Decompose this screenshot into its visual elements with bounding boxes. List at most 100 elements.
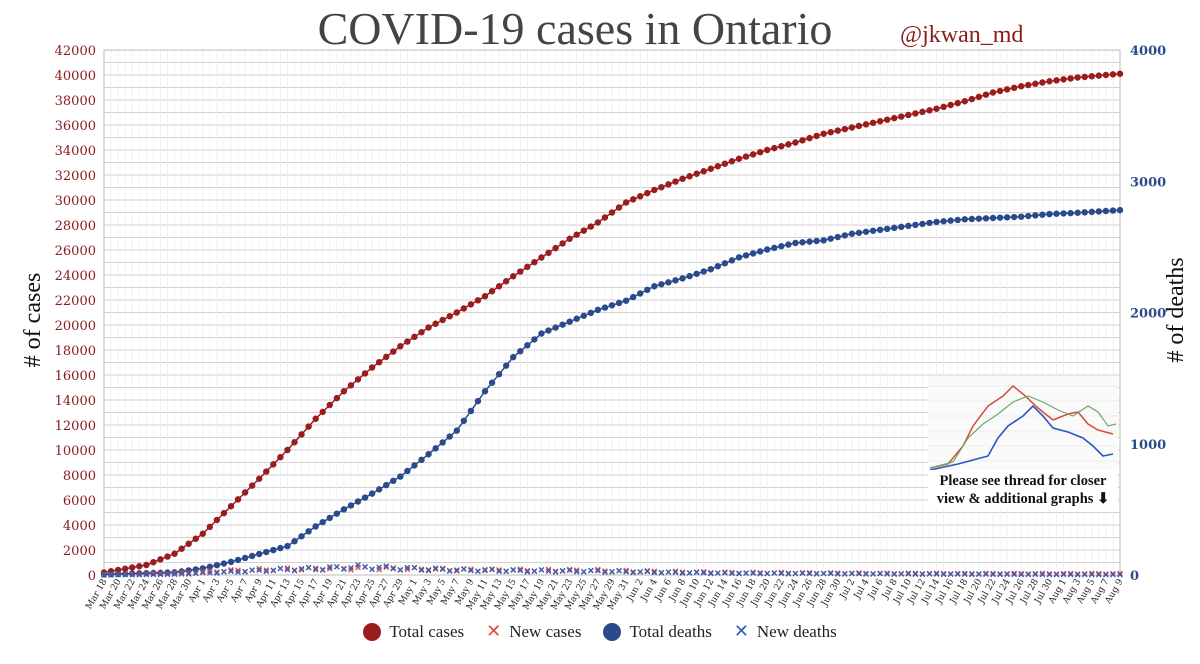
data-point-x <box>284 565 291 571</box>
data-point-x <box>206 570 213 576</box>
data-point <box>1088 208 1095 216</box>
data-point <box>1067 75 1074 82</box>
data-point-x <box>510 566 517 573</box>
data-point-x <box>383 564 390 571</box>
data-point-x <box>595 567 601 574</box>
data-point <box>827 235 834 242</box>
data-point <box>608 302 616 309</box>
y-left-tick-label: 32000 <box>55 169 96 184</box>
data-point <box>383 481 390 489</box>
data-point <box>947 101 954 109</box>
data-point <box>658 281 665 288</box>
data-point-x <box>545 566 552 573</box>
data-point <box>651 186 658 194</box>
data-point <box>792 239 799 247</box>
data-point-x <box>178 569 185 576</box>
data-point-x <box>990 571 996 578</box>
data-point <box>1003 214 1011 221</box>
data-point <box>510 273 517 280</box>
legend-item-total-cases: Total cases <box>363 622 464 642</box>
data-point <box>848 230 856 237</box>
data-point-x <box>559 567 566 574</box>
data-point-x <box>453 567 460 573</box>
data-point <box>538 254 545 261</box>
data-point-x <box>700 568 707 575</box>
data-point <box>234 556 242 564</box>
data-point <box>905 222 912 230</box>
data-point-x <box>1060 571 1067 578</box>
data-point <box>891 114 898 122</box>
data-point-x <box>722 569 728 576</box>
data-point-x <box>834 571 841 577</box>
data-point-x <box>1039 571 1046 578</box>
data-point <box>559 321 566 328</box>
data-point <box>905 111 912 119</box>
data-point <box>573 231 580 238</box>
data-point-x <box>242 568 248 575</box>
data-point <box>439 439 446 446</box>
data-point <box>425 451 432 458</box>
y-left-tick-label: 8000 <box>63 469 96 484</box>
data-point <box>552 244 559 252</box>
y-right-tick-label: 4000 <box>1130 44 1166 59</box>
data-point-x <box>764 570 771 577</box>
data-point <box>919 108 926 116</box>
data-point <box>982 215 990 222</box>
data-point-x <box>333 563 340 570</box>
data-point <box>764 246 771 253</box>
data-point <box>1060 210 1067 217</box>
y-axis-label-right: # of deaths <box>1163 257 1189 362</box>
data-point-x <box>968 571 975 578</box>
data-point-x <box>651 568 658 575</box>
data-point <box>594 306 602 314</box>
data-point <box>284 542 291 550</box>
data-point-x <box>983 571 989 578</box>
data-point-x <box>348 564 354 571</box>
data-point <box>474 397 482 405</box>
y-right-tick-label: 0 <box>1130 569 1139 584</box>
data-point <box>319 408 326 416</box>
data-point-x <box>587 567 594 574</box>
plot-frame <box>103 49 1121 576</box>
data-point <box>439 316 446 324</box>
data-point <box>143 561 150 569</box>
data-point-x <box>1011 571 1018 578</box>
data-point <box>368 364 376 371</box>
data-point-x <box>983 570 989 577</box>
data-point <box>855 229 863 236</box>
data-point-x <box>418 567 425 574</box>
data-point <box>749 151 757 158</box>
data-point <box>566 318 573 325</box>
data-point-x <box>827 570 834 577</box>
data-point <box>227 558 235 566</box>
data-point <box>947 217 954 224</box>
data-point-x <box>849 570 855 577</box>
data-point <box>446 433 453 440</box>
data-point <box>749 250 757 257</box>
data-point-x <box>496 567 502 573</box>
data-point <box>213 516 221 524</box>
data-point <box>375 486 383 493</box>
data-point-x <box>482 566 488 573</box>
data-point <box>383 353 390 361</box>
data-point-x <box>256 567 263 574</box>
data-point <box>1074 74 1081 81</box>
data-point <box>481 388 489 395</box>
data-point-x <box>1110 571 1116 578</box>
data-point <box>1102 71 1110 79</box>
data-point-x <box>891 571 898 578</box>
data-point-x <box>489 566 495 573</box>
data-point-x <box>898 571 905 577</box>
data-point-x <box>912 571 919 578</box>
data-point <box>1053 77 1060 84</box>
data-point <box>390 348 397 355</box>
data-point-x <box>475 568 481 575</box>
data-point-x <box>686 570 693 576</box>
data-point-x <box>905 571 912 577</box>
data-point <box>1053 210 1060 217</box>
data-point-x <box>432 566 439 573</box>
data-point <box>1032 212 1039 219</box>
data-point-x <box>524 569 531 575</box>
inset-caption-bg <box>928 470 1118 510</box>
